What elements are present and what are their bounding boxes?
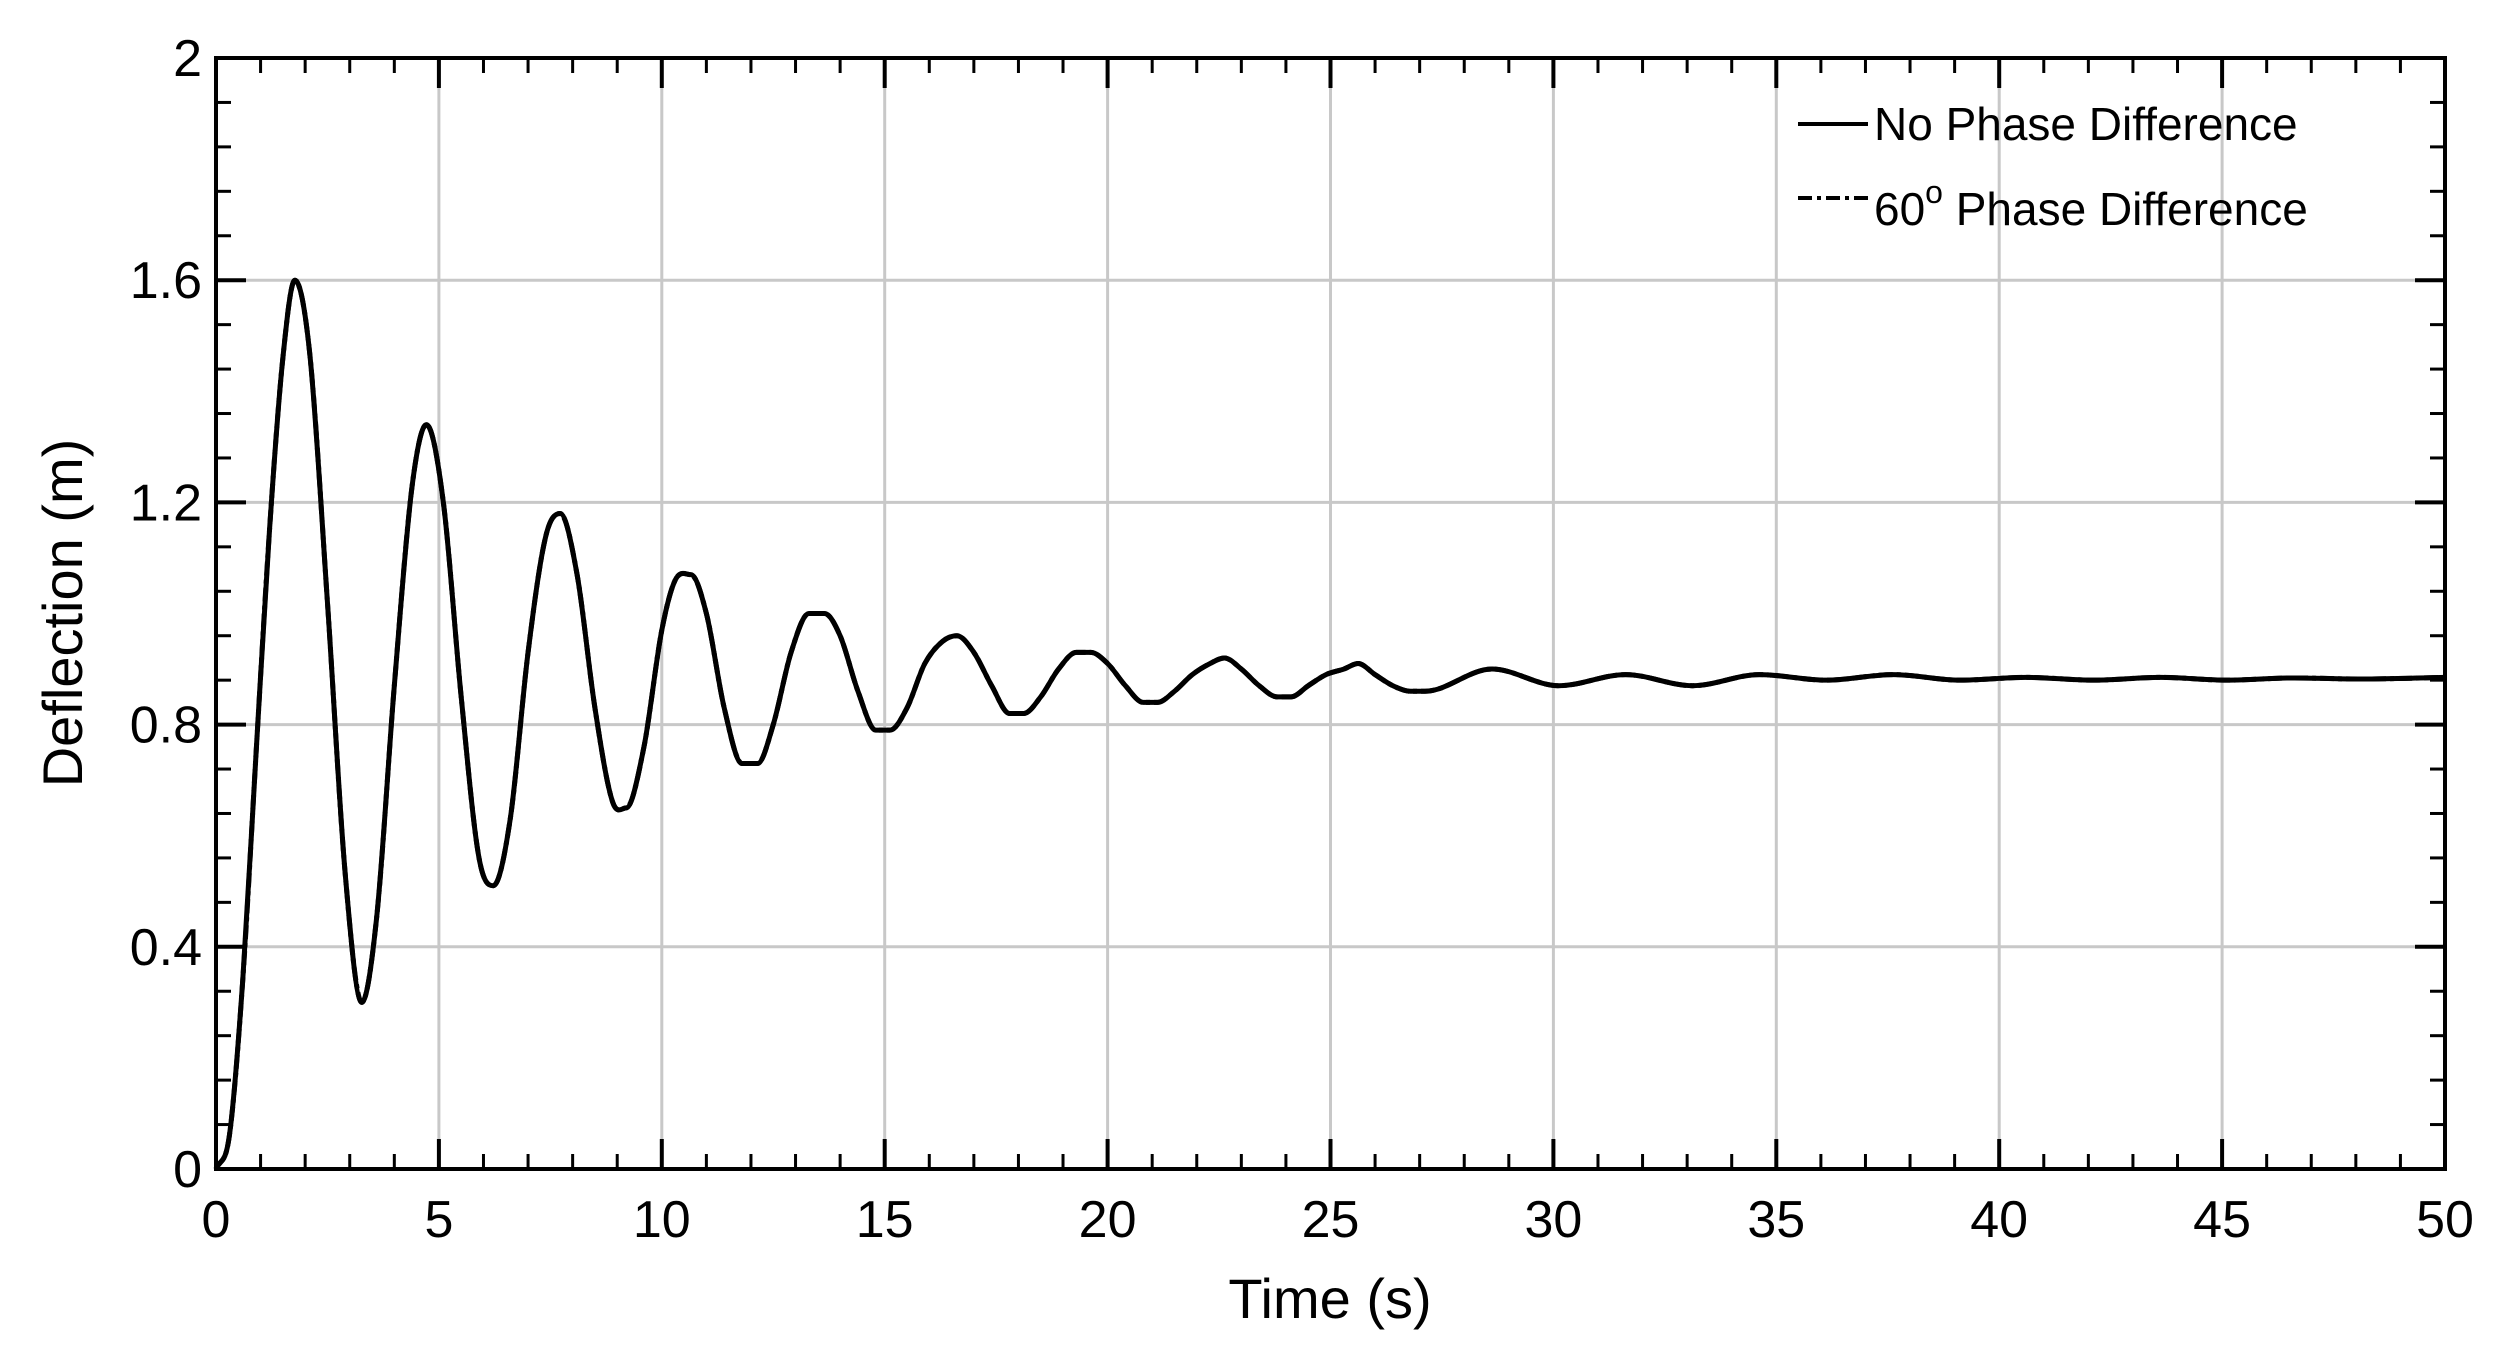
y-tick-labels: 0 0.4 0.8 1.2 1.6 2 (130, 30, 202, 1199)
x-tick-label: 25 (1302, 1191, 1360, 1249)
grid-lines (216, 58, 2445, 1169)
x-tick-label: 30 (1524, 1191, 1582, 1249)
x-tick-label: 0 (202, 1191, 231, 1249)
x-tick-label: 15 (856, 1191, 914, 1249)
x-axis-title: Time (s) (1228, 1267, 1431, 1330)
y-tick-label: 1.2 (130, 474, 202, 532)
legend-label-60-degree: o (1925, 174, 1943, 210)
x-tick-label: 20 (1079, 1191, 1137, 1249)
x-tick-label: 5 (424, 1191, 453, 1249)
series-layer (213, 277, 2446, 1171)
x-tick-label: 10 (633, 1191, 691, 1249)
x-tick-label: 50 (2416, 1191, 2474, 1249)
legend-item-no-phase: No Phase Difference (1798, 98, 2298, 150)
legend-label-60-rest: Phase Difference (1943, 183, 2308, 235)
legend-label-60-value: 60 (1874, 183, 1925, 235)
x-tick-label: 45 (2193, 1191, 2251, 1249)
minor-ticks (216, 58, 2445, 1169)
plot-frame (214, 56, 2447, 1171)
y-tick-label: 2 (173, 30, 202, 88)
y-axis-title: Deflection (m) (31, 439, 94, 788)
y-tick-label: 1.6 (130, 252, 202, 310)
x-tick-labels: 0 5 10 15 20 25 30 35 40 45 50 (202, 1191, 2474, 1249)
y-tick-label: 0.4 (130, 919, 202, 977)
y-tick-label: 0.8 (130, 697, 202, 755)
x-tick-label: 35 (1747, 1191, 1805, 1249)
legend: No Phase Difference 60o Phase Difference (1798, 98, 2308, 235)
y-tick-label: 0 (173, 1141, 202, 1199)
series-line-60-phase (213, 277, 2446, 1171)
legend-label-60-phase: 60o Phase Difference (1874, 174, 2308, 235)
legend-label-no-phase: No Phase Difference (1874, 98, 2298, 150)
legend-item-60-phase: 60o Phase Difference (1798, 174, 2308, 235)
x-tick-label: 40 (1970, 1191, 2028, 1249)
